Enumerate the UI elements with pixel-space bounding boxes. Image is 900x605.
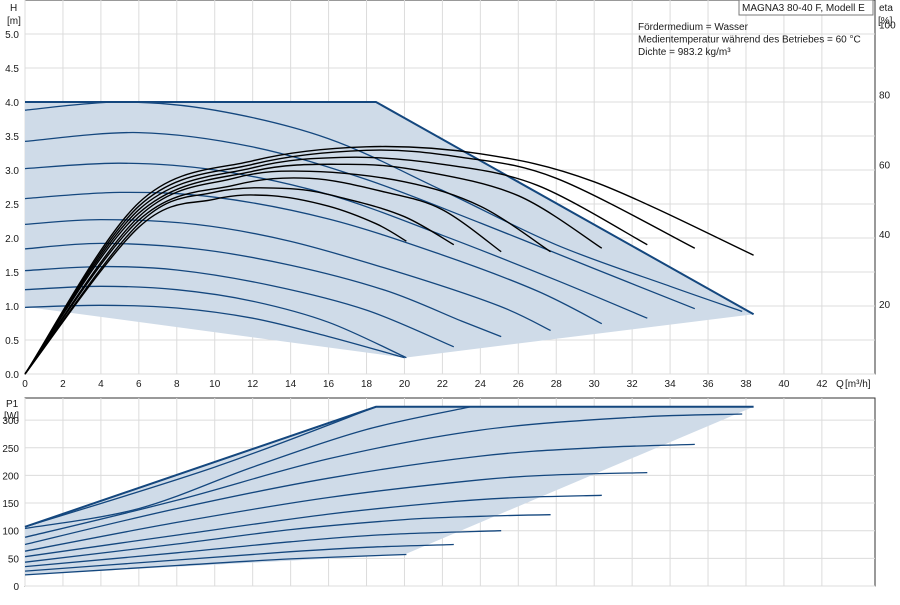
h-tick-label: 3.0 — [5, 166, 19, 177]
x-tick-label: 4 — [98, 379, 104, 390]
power-curve — [24, 514, 551, 563]
efficiency-curve — [24, 156, 648, 375]
p1-tick-label: 0 — [13, 582, 19, 593]
x-tick-label: 20 — [399, 379, 411, 390]
eta-tick-label: 20 — [879, 300, 891, 311]
h-axis-label: H — [10, 3, 17, 14]
p1-tick-label: 100 — [2, 527, 19, 538]
power-curve — [24, 543, 454, 572]
power-envelope-outline — [24, 405, 754, 528]
x-tick-label: 2 — [60, 379, 66, 390]
x-tick-label: 16 — [323, 379, 335, 390]
h-tick-label: 2.0 — [5, 234, 19, 245]
x-tick-label: 40 — [778, 379, 790, 390]
h-tick-label: 1.5 — [5, 268, 19, 279]
title-box — [738, 0, 874, 16]
power-curve — [24, 443, 695, 546]
power-curve — [24, 494, 602, 558]
h-tick-label: 5.0 — [5, 30, 19, 41]
x-tick-label: 14 — [285, 379, 297, 390]
eta-tick-label: 40 — [879, 230, 891, 241]
q-axis-label: Q — [836, 379, 844, 390]
h-tick-label: 4.0 — [5, 98, 19, 109]
medium-annotation: Dichte = 983.2 kg/m³ — [638, 47, 731, 58]
x-tick-label: 26 — [513, 379, 525, 390]
x-tick-label: 36 — [702, 379, 714, 390]
power-curve — [24, 553, 407, 576]
head-curve — [24, 131, 696, 310]
x-tick-label: 34 — [665, 379, 677, 390]
efficiency-curve — [24, 187, 455, 375]
head-curve — [24, 191, 603, 325]
x-tick-label: 24 — [475, 379, 487, 390]
eta-tick-label: 60 — [879, 160, 891, 171]
eta-axis-label: eta — [879, 3, 893, 14]
x-tick-label: 38 — [740, 379, 752, 390]
x-tick-label: 6 — [136, 379, 142, 390]
x-tick-label: 28 — [551, 379, 563, 390]
h-tick-label: 2.5 — [5, 200, 19, 211]
p1-tick-label: 50 — [8, 554, 20, 565]
q-axis-unit: [m³/h] — [845, 379, 871, 390]
head-curve — [24, 218, 551, 332]
efficiency-curve — [24, 194, 407, 375]
x-tick-label: 12 — [247, 379, 259, 390]
h-tick-label: 3.5 — [5, 132, 19, 143]
h-tick-label: 0.5 — [5, 336, 19, 347]
eta-tick-label: 100 — [879, 20, 896, 31]
efficiency-curve — [24, 177, 502, 375]
head-curve — [24, 242, 502, 338]
efficiency-curve — [24, 163, 603, 375]
medium-annotation: Medientemperatur während des Betriebes =… — [638, 35, 861, 46]
p1-tick-label: 250 — [2, 444, 19, 455]
x-tick-label: 8 — [174, 379, 180, 390]
h-tick-label: 0.0 — [5, 370, 19, 381]
power-curve — [24, 406, 377, 528]
x-tick-label: 32 — [627, 379, 639, 390]
h-tick-label: 4.5 — [5, 64, 19, 75]
x-tick-label: 22 — [437, 379, 449, 390]
p1-axis-label: P1 — [6, 399, 19, 410]
power-curve — [24, 413, 743, 538]
p1-tick-label: 300 — [2, 416, 19, 427]
head-envelope-outline — [25, 101, 755, 316]
eta-tick-label: 80 — [879, 90, 891, 101]
eta-axis-unit: [%] — [878, 16, 893, 27]
p1-tick-label: 200 — [2, 471, 19, 482]
x-tick-label: 18 — [361, 379, 373, 390]
x-tick-label: 42 — [816, 379, 828, 390]
power-curve — [24, 530, 502, 568]
p1-tick-label: 150 — [2, 499, 19, 510]
chart-title: MAGNA3 80-40 F, Modell E — [742, 3, 865, 14]
power-curve — [24, 471, 648, 552]
x-tick-label: 0 — [22, 379, 28, 390]
head-curve — [24, 304, 405, 359]
efficiency-curve — [24, 145, 754, 375]
head-curve — [24, 285, 407, 359]
power-curve — [24, 406, 472, 530]
efficiency-curve — [24, 170, 551, 375]
efficiency-curve — [24, 149, 696, 375]
medium-annotation: Fördermedium = Wasser — [638, 22, 749, 33]
h-tick-label: 1.0 — [5, 302, 19, 313]
x-tick-label: 10 — [209, 379, 221, 390]
h-axis-unit: [m] — [7, 16, 21, 27]
x-tick-label: 30 — [589, 379, 601, 390]
p1-axis-unit: [W] — [4, 411, 19, 422]
